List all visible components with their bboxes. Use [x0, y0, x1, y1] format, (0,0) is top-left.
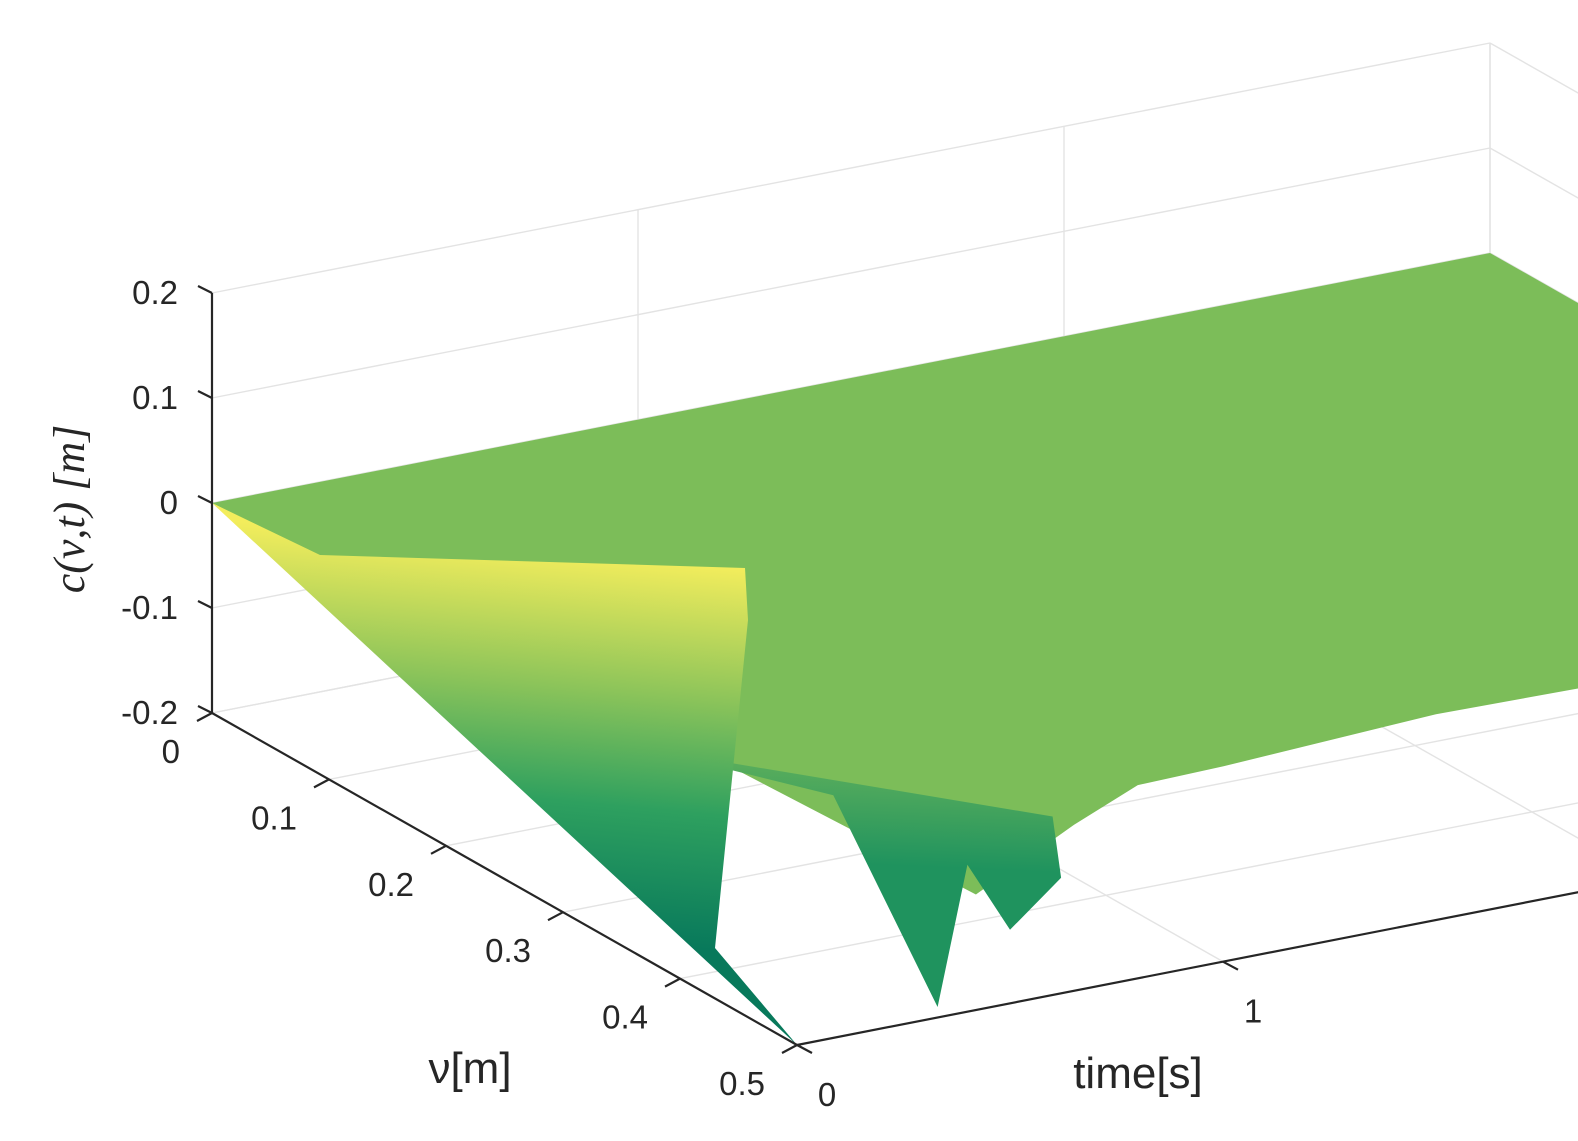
y-axis-label: ν[m]	[428, 1044, 511, 1093]
x-tick	[796, 1044, 813, 1054]
y-tick-label: 0.3	[485, 932, 531, 969]
z-tick	[197, 285, 213, 294]
z-tick-label: 0.2	[132, 274, 178, 311]
surface-oscillation-region	[644, 748, 1062, 1007]
grid-line	[211, 147, 1491, 399]
x-tick-label: 1	[1244, 993, 1262, 1030]
y-tick	[547, 911, 564, 922]
z-tick	[197, 390, 213, 399]
surface-flat-region	[212, 253, 1578, 895]
grid-line	[679, 802, 1578, 980]
y-tick	[430, 844, 447, 855]
y-axis-line	[211, 712, 798, 1046]
y-tick	[313, 778, 330, 789]
y-tick	[664, 977, 681, 988]
y-tick-label: 0.1	[251, 799, 297, 836]
grid-line	[211, 42, 1491, 294]
grid-line	[562, 712, 1578, 913]
surface-initial-deformation	[212, 503, 797, 1045]
x-axis-label: time[s]	[1073, 1049, 1203, 1098]
axes: -0.2-0.100.10.200.10.20.30.40.50123	[121, 274, 1578, 1113]
x-axis-line	[796, 891, 1578, 1047]
x-tick-label: 0	[818, 1076, 836, 1113]
y-tick	[781, 1044, 798, 1054]
z-tick	[197, 705, 213, 714]
x-tick	[1222, 960, 1239, 971]
z-tick-label: -0.1	[121, 589, 178, 626]
y-tick-label: 0.2	[368, 866, 414, 903]
z-tick-label: 0.1	[132, 379, 178, 416]
y-tick	[196, 712, 213, 722]
z-tick	[197, 600, 213, 609]
y-tick-label: 0	[162, 733, 180, 770]
y-tick-label: 0.4	[602, 999, 648, 1036]
z-axis-label: c(ν,t) [m]	[45, 425, 94, 594]
z-tick-label: 0	[160, 484, 178, 521]
surface	[212, 253, 1578, 1045]
y-tick-label: 0.5	[719, 1065, 765, 1102]
z-tick	[197, 495, 213, 504]
z-tick-label: -0.2	[121, 694, 178, 731]
